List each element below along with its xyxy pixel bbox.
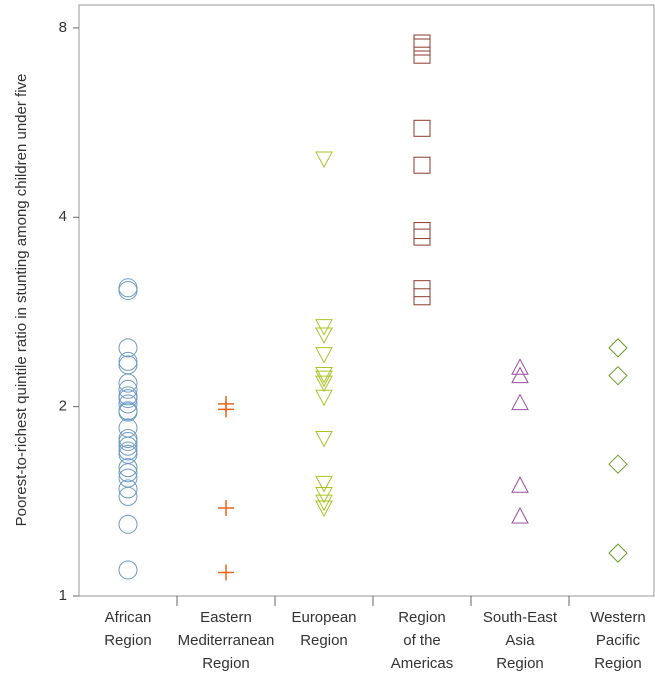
point bbox=[118, 338, 138, 358]
point bbox=[118, 458, 138, 478]
point bbox=[315, 494, 333, 512]
point bbox=[218, 500, 234, 517]
x-tick-label: of the bbox=[403, 632, 441, 649]
point bbox=[511, 358, 529, 375]
point bbox=[315, 375, 333, 393]
point bbox=[118, 463, 138, 483]
x-tick-label: Mediterranean bbox=[178, 632, 275, 649]
y-axis-label: Poorest-to-richest quintile ratio in stu… bbox=[13, 74, 30, 527]
y-tick-label: 1 bbox=[59, 587, 67, 604]
x-tick-label: Region bbox=[398, 609, 446, 626]
point bbox=[118, 441, 138, 461]
point bbox=[118, 389, 138, 409]
point bbox=[413, 228, 431, 246]
y-tick-label: 2 bbox=[59, 398, 67, 415]
point bbox=[413, 119, 431, 137]
point bbox=[118, 432, 138, 452]
x-tick-label: Region bbox=[202, 655, 250, 672]
point bbox=[118, 486, 138, 506]
point bbox=[118, 379, 138, 399]
x-tick-label: Asia bbox=[505, 632, 535, 649]
y-tick-label: 4 bbox=[59, 208, 67, 225]
point bbox=[315, 370, 333, 388]
x-tick-label: South-East bbox=[483, 609, 558, 626]
x-tick-label: European bbox=[291, 609, 356, 626]
point bbox=[413, 156, 431, 174]
point bbox=[218, 564, 234, 581]
point bbox=[118, 428, 138, 448]
point bbox=[118, 514, 138, 534]
point bbox=[315, 430, 333, 448]
point bbox=[118, 351, 138, 371]
point bbox=[118, 402, 138, 422]
x-tick-label: African bbox=[105, 609, 152, 626]
point bbox=[315, 319, 333, 336]
point bbox=[511, 366, 529, 384]
point bbox=[608, 338, 628, 358]
x-tick-label: Region bbox=[594, 655, 642, 672]
x-tick-label: Region bbox=[300, 632, 348, 649]
point bbox=[218, 401, 234, 418]
point bbox=[413, 34, 431, 52]
point bbox=[315, 151, 333, 169]
point bbox=[315, 389, 333, 407]
point bbox=[118, 436, 138, 456]
x-tick-label: Americas bbox=[391, 655, 454, 672]
point bbox=[315, 366, 333, 384]
point bbox=[413, 222, 431, 240]
point bbox=[118, 468, 138, 488]
x-tick-label: Region bbox=[496, 655, 544, 672]
point bbox=[118, 479, 138, 499]
x-tick-label: Region bbox=[104, 632, 152, 649]
point bbox=[608, 543, 628, 563]
x-tick-label: Pacific bbox=[596, 632, 641, 649]
point bbox=[118, 355, 138, 375]
point bbox=[118, 560, 138, 580]
point bbox=[608, 365, 628, 386]
point bbox=[118, 280, 138, 300]
point bbox=[315, 500, 333, 518]
point bbox=[608, 454, 628, 474]
point bbox=[413, 288, 431, 306]
point bbox=[413, 46, 431, 64]
point bbox=[118, 394, 138, 414]
plot-frame bbox=[78, 4, 655, 597]
point bbox=[118, 373, 138, 393]
point bbox=[511, 476, 529, 493]
x-tick-label: Western bbox=[590, 609, 646, 626]
point bbox=[315, 327, 333, 345]
y-tick-label: 8 bbox=[59, 19, 67, 36]
point bbox=[511, 393, 529, 411]
point bbox=[315, 347, 333, 364]
point bbox=[315, 475, 333, 493]
x-tick-label: Eastern bbox=[200, 609, 252, 626]
point bbox=[511, 506, 529, 524]
